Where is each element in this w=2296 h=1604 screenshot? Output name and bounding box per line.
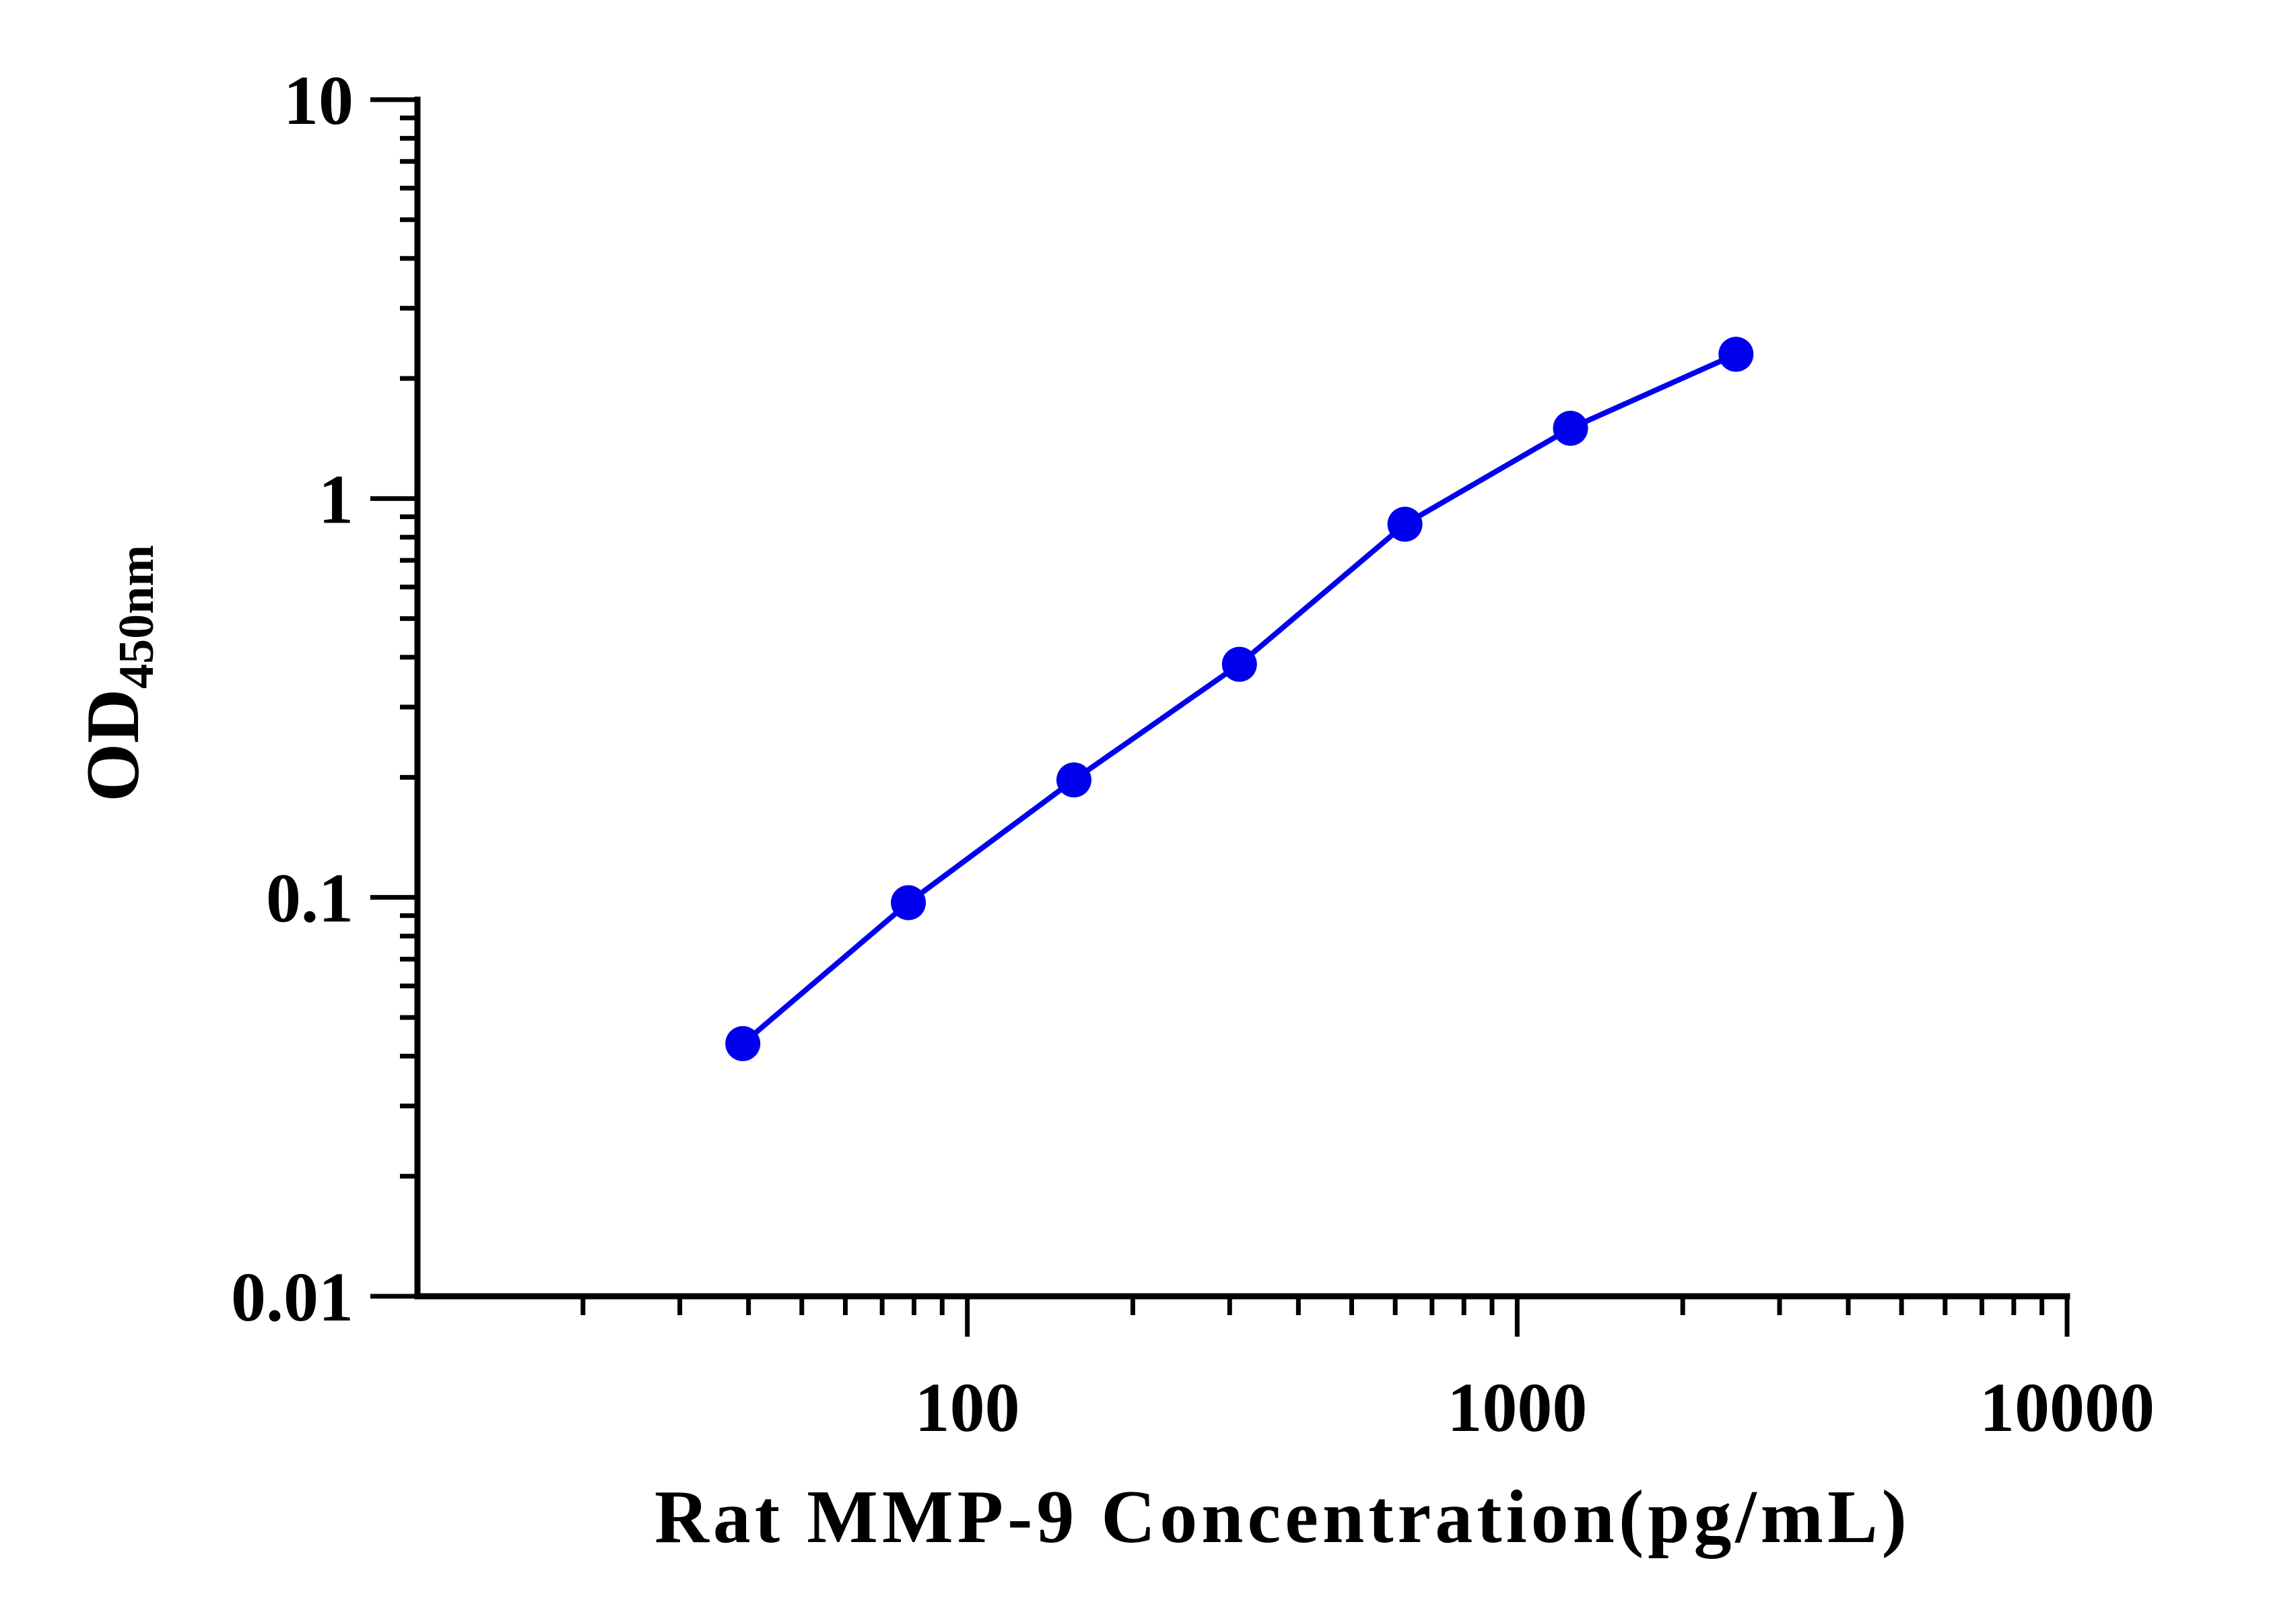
data-point bbox=[1056, 762, 1091, 798]
axis-ticks bbox=[370, 97, 2070, 1337]
data-point bbox=[1718, 337, 1754, 372]
y-tick-label: 0.01 bbox=[231, 1259, 353, 1336]
series-group bbox=[725, 337, 1754, 1061]
x-tick-label: 100 bbox=[915, 1369, 1020, 1446]
x-tick-label: 1000 bbox=[1447, 1369, 1587, 1446]
y-tick-label: 1 bbox=[318, 461, 353, 538]
x-tick-label: 10000 bbox=[1980, 1369, 2155, 1446]
data-point bbox=[891, 885, 926, 921]
x-axis-title: Rat MMP-9 Concentration(pg/mL) bbox=[654, 1475, 1911, 1559]
y-axis-title: OD450nm bbox=[71, 545, 164, 802]
data-point bbox=[1221, 646, 1257, 682]
tick-labels: 0.01 0.1 1 10 100 1000 10000 bbox=[231, 62, 2155, 1446]
data-point bbox=[1553, 411, 1588, 446]
y-tick-label: 10 bbox=[283, 62, 353, 139]
y-axis-title-main: OD bbox=[71, 689, 155, 802]
y-axis-title-subscript: 450nm bbox=[109, 545, 164, 689]
data-point bbox=[1387, 506, 1423, 542]
data-point bbox=[725, 1026, 761, 1061]
series-line bbox=[740, 352, 1739, 1046]
y-tick-label: 0.1 bbox=[266, 860, 353, 937]
